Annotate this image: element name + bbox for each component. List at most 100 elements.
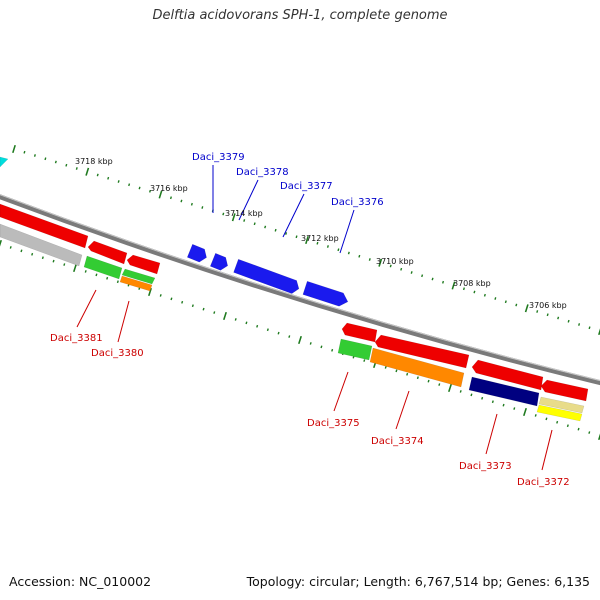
- minor-tick: [470, 393, 473, 397]
- gene-block-orange-3380[interactable]: [119, 275, 153, 292]
- minor-tick: [438, 383, 441, 386]
- minor-tick: [159, 294, 162, 297]
- minor-tick: [410, 271, 413, 274]
- minor-tick: [138, 186, 141, 190]
- gene-block-green-3380[interactable]: [121, 268, 156, 285]
- minor-tick: [285, 232, 288, 235]
- gene-arrow-red-e[interactable]: [471, 359, 544, 391]
- outer-scale-ticks: [12, 144, 600, 336]
- minor-tick: [117, 180, 120, 183]
- minor-tick: [384, 366, 387, 369]
- minor-tick: [54, 160, 57, 164]
- gene-arrow-red-b[interactable]: [126, 254, 161, 275]
- minor-tick: [421, 274, 424, 278]
- minor-tick: [358, 254, 361, 258]
- minor-tick: [84, 270, 87, 273]
- gene-arrow-red-d[interactable]: [374, 334, 470, 369]
- major-tick: [451, 281, 456, 290]
- minor-tick: [107, 176, 110, 180]
- gene-label-daci-3378[interactable]: Daci_3378: [236, 167, 289, 178]
- gene-block-green-3375[interactable]: [337, 338, 373, 361]
- gene-block-yellow-3372[interactable]: [536, 404, 583, 422]
- minor-tick: [316, 241, 319, 245]
- gene-label-daci-3374[interactable]: Daci_3374: [371, 436, 424, 447]
- major-tick: [448, 383, 452, 393]
- inner-scale-ticks: [0, 239, 600, 441]
- minor-tick: [309, 342, 312, 345]
- lower-gene-labels: Daci_3381 Daci_3380 Daci_3375 Daci_3374 …: [50, 333, 570, 488]
- major-tick: [298, 335, 302, 345]
- genome-backbone: [0, 194, 600, 386]
- minor-tick: [95, 273, 98, 277]
- minor-tick: [368, 258, 371, 261]
- minor-tick: [389, 264, 392, 268]
- gene-label-daci-3380[interactable]: Daci_3380: [91, 348, 144, 359]
- leader-line: [339, 209, 355, 254]
- minor-tick: [213, 311, 216, 314]
- major-tick: [12, 144, 16, 154]
- minor-tick: [243, 219, 246, 222]
- minor-tick: [556, 420, 559, 424]
- gene-arrow-daci-3379[interactable]: [186, 243, 209, 264]
- leader-line: [541, 429, 553, 471]
- leader-line: [485, 413, 498, 455]
- gene-block-gray[interactable]: [0, 223, 83, 267]
- minor-tick: [578, 323, 581, 326]
- gene-label-daci-3377[interactable]: Daci_3377: [280, 181, 333, 192]
- gene-arrow-daci-3378[interactable]: [209, 252, 230, 272]
- genome-summary-text: Topology: circular; Length: 6,767,514 bp…: [246, 574, 590, 589]
- gene-block-green-3381[interactable]: [83, 255, 123, 280]
- gene-label-daci-3373[interactable]: Daci_3373: [459, 461, 512, 472]
- minor-tick: [41, 256, 44, 260]
- minor-tick: [274, 228, 277, 232]
- minor-tick: [406, 372, 409, 376]
- gene-block-orange-3374[interactable]: [369, 347, 465, 388]
- gene-block-navy-3373[interactable]: [468, 376, 540, 407]
- major-tick: [598, 433, 600, 441]
- gene-label-daci-3381[interactable]: Daci_3381: [50, 333, 103, 344]
- gene-arrow-red-f[interactable]: [540, 379, 589, 402]
- minor-tick: [234, 318, 237, 321]
- partial-gene-cyan: [0, 156, 9, 168]
- reverse-strand-genes-row1: [0, 203, 589, 402]
- minor-tick: [52, 259, 55, 263]
- gene-label-daci-3375[interactable]: Daci_3375: [307, 418, 360, 429]
- gene-label-daci-3376[interactable]: Daci_3376: [331, 197, 384, 208]
- minor-tick: [31, 252, 34, 256]
- minor-tick: [534, 414, 537, 417]
- leader-line: [333, 371, 349, 412]
- minor-tick: [96, 173, 99, 177]
- minor-tick: [515, 303, 518, 307]
- gene-arrow-red-left[interactable]: [0, 203, 89, 249]
- minor-tick: [191, 304, 194, 308]
- minor-tick: [504, 300, 507, 304]
- gene-label-daci-3379[interactable]: Daci_3379: [192, 152, 245, 163]
- leader-line: [117, 300, 130, 343]
- leader-line: [282, 193, 305, 238]
- gene-arrow-daci-3376[interactable]: [302, 280, 350, 308]
- minor-tick: [222, 212, 225, 216]
- gene-arrow-red-a[interactable]: [87, 240, 128, 265]
- scale-label-3718: 3718 kbp: [75, 157, 113, 166]
- major-tick: [231, 213, 236, 222]
- minor-tick: [65, 163, 68, 167]
- scale-label-3712: 3712 kbp: [301, 234, 339, 243]
- major-tick: [85, 167, 90, 176]
- minor-tick: [395, 369, 398, 373]
- gene-block-khaki-3372[interactable]: [538, 396, 585, 414]
- minor-tick: [266, 328, 269, 332]
- lower-label-leaders: [76, 289, 553, 471]
- scale-label-3710: 3710 kbp: [376, 257, 414, 266]
- gene-label-daci-3372[interactable]: Daci_3372: [517, 477, 570, 488]
- minor-tick: [545, 417, 548, 421]
- gene-arrow-red-c[interactable]: [341, 322, 378, 343]
- minor-tick: [566, 424, 569, 428]
- minor-tick: [44, 157, 47, 161]
- minor-tick: [494, 297, 497, 300]
- minor-tick: [588, 431, 591, 434]
- minor-tick: [320, 345, 323, 349]
- minor-tick: [116, 280, 119, 284]
- gene-arrow-daci-3377[interactable]: [233, 258, 302, 295]
- minor-tick: [169, 196, 172, 200]
